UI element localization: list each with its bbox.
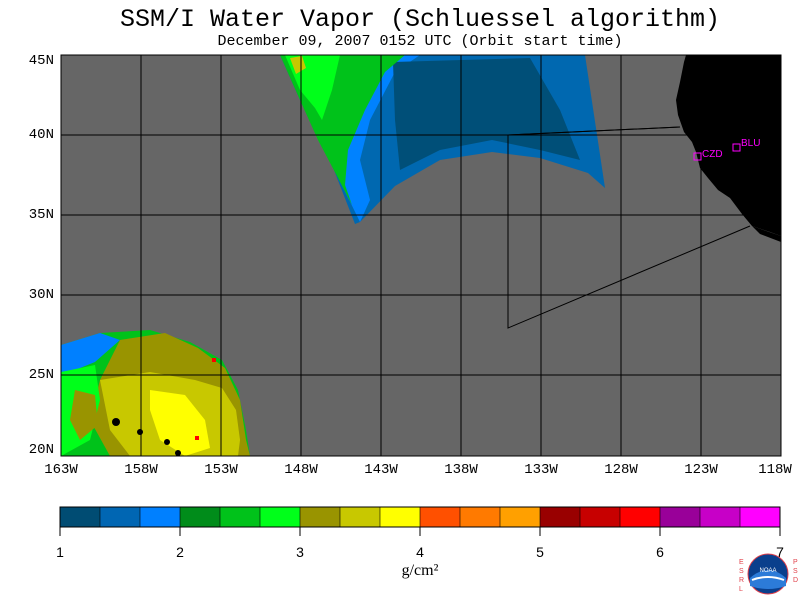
lat-label: 40N	[28, 127, 54, 143]
colorbar-swatch	[620, 507, 661, 527]
land-baja-california	[752, 226, 781, 242]
colorbar-swatch	[340, 507, 381, 527]
colorbar-swatch	[300, 507, 341, 527]
lon-label: 128W	[604, 462, 638, 478]
lon-label: 163W	[44, 462, 78, 478]
lon-label: 143W	[364, 462, 398, 478]
colorbar-swatch	[180, 507, 221, 527]
lat-label: 20N	[28, 442, 54, 458]
colorbar-tick-label: 5	[536, 544, 544, 560]
colorbar-swatch	[100, 507, 141, 527]
colorbar-swatch	[580, 507, 621, 527]
colorbar-swatch	[660, 507, 701, 527]
svg-text:NOAA: NOAA	[759, 568, 776, 574]
colorbar-swatch	[420, 507, 461, 527]
colorbar-swatch	[60, 507, 101, 527]
track-box	[507, 126, 751, 329]
graticule	[61, 55, 781, 456]
colorbar-swatch	[140, 507, 181, 527]
colorbar-tick-label: 2	[176, 544, 184, 560]
lon-label: 158W	[124, 462, 158, 478]
station-czd: CZD	[693, 149, 723, 161]
colorbar-swatch	[700, 507, 741, 527]
land-north-america	[676, 55, 781, 236]
lon-label: 148W	[284, 462, 318, 478]
swath-northeast	[280, 55, 605, 224]
lon-label: 133W	[524, 462, 558, 478]
colorbar-tick-label: 3	[296, 544, 304, 560]
colorbar-swatch	[540, 507, 581, 527]
station-blu: BLU	[732, 138, 760, 152]
map-subtitle: December 09, 2007 0152 UTC (Orbit start …	[217, 33, 623, 50]
colorbar-swatch	[740, 507, 781, 527]
colorbar-swatch	[460, 507, 501, 527]
map-frame	[60, 54, 782, 457]
lat-label: 35N	[28, 207, 54, 223]
lon-label: 138W	[444, 462, 478, 478]
colorbar-units: g/cm²	[401, 562, 439, 579]
colorbar-swatch	[260, 507, 301, 527]
lat-label: 30N	[28, 287, 54, 303]
lat-label: 25N	[28, 367, 54, 383]
svg-text:CZD: CZD	[702, 149, 723, 160]
lon-label: 118W	[758, 462, 792, 478]
swath-southwest	[61, 330, 250, 456]
lat-label: 45N	[28, 53, 54, 69]
colorbar-swatch	[220, 507, 261, 527]
colorbar-tick-label: 7	[776, 544, 784, 560]
svg-text:BLU: BLU	[741, 138, 760, 149]
map-title: SSM/I Water Vapor (Schluessel algorithm)	[119, 5, 721, 34]
colorbar-tick-label: 6	[656, 544, 664, 560]
colorbar-tick-label: 4	[416, 544, 424, 560]
lon-label: 123W	[684, 462, 718, 478]
lon-label: 153W	[204, 462, 238, 478]
colorbar-tick-label: 1	[56, 544, 64, 560]
colorbar-swatch	[500, 507, 541, 527]
colorbar-swatch	[380, 507, 421, 527]
